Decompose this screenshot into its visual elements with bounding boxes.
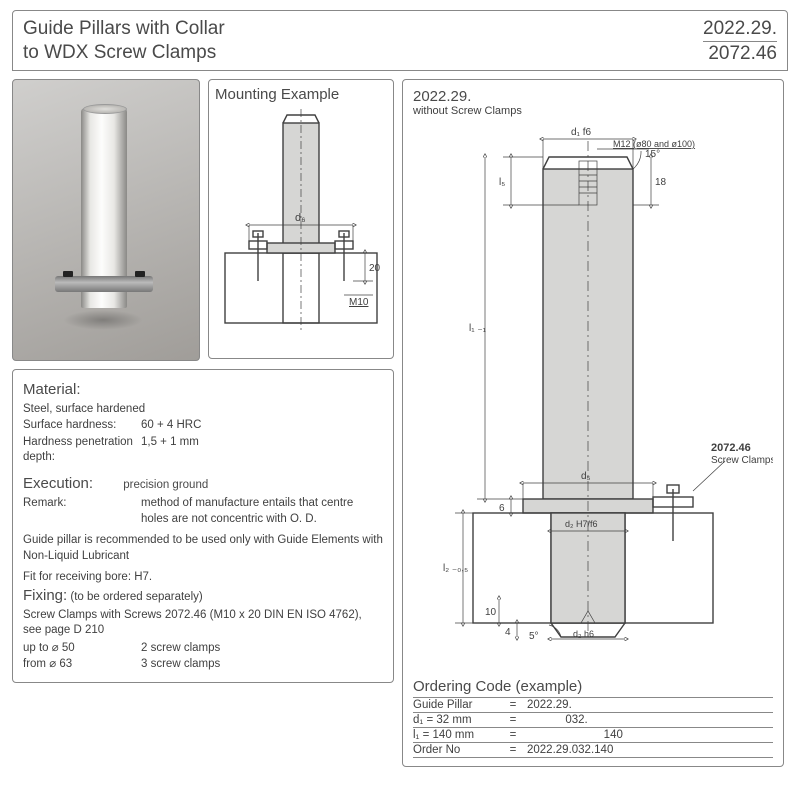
dim-4: 4 <box>505 627 511 638</box>
spec-box: Material: Steel, surface hardened Surfac… <box>12 369 394 683</box>
order-r2b: = <box>505 714 521 726</box>
order-r4a: Order No <box>413 744 505 756</box>
dim-l5: l₅ <box>499 177 505 188</box>
header-codes: 2022.29. 2072.46 <box>703 17 777 66</box>
dim-d6: d₆ <box>295 212 306 224</box>
order-r4b: = <box>505 744 521 756</box>
code2: 2072.46 <box>703 42 777 66</box>
dim-l1: l₁ ₋₁ <box>469 323 487 334</box>
drawing-title: 2022.29. <box>413 88 773 105</box>
dim-l2: l₂ ₋₀,₅ <box>443 563 468 574</box>
fixing-line1: Screw Clamps with Screws 2072.46 (M10 x … <box>23 608 383 639</box>
dim-18: 18 <box>655 177 667 188</box>
dim-m10: M10 <box>349 297 369 308</box>
technical-drawing-box: 2022.29. without Screw Clamps <box>402 79 784 767</box>
order-r3c: 140 <box>521 729 773 741</box>
header-title: Guide Pillars with Collar to WDX Screw C… <box>23 17 225 65</box>
fixing-heading: Fixing: <box>23 587 67 604</box>
title-line2: to WDX Screw Clamps <box>23 41 225 65</box>
execution-val: precision ground <box>123 479 208 491</box>
code1: 2022.29. <box>703 17 777 42</box>
dim-d2h6: d₂ h6 <box>573 629 594 639</box>
dim-d1f6: d₁ f6 <box>571 127 591 138</box>
dim-6: 6 <box>499 503 505 514</box>
exec-note2: Fit for receiving bore: H7. <box>23 570 383 586</box>
dim-d5: d₅ <box>581 471 591 482</box>
exec-note1: Guide pillar is recommended to be used o… <box>23 533 383 564</box>
product-photo <box>12 79 200 361</box>
material-heading: Material: <box>23 380 383 400</box>
order-r1b: = <box>505 699 521 711</box>
dim-15deg: 15° <box>645 149 660 160</box>
ordering-code: Ordering Code (example) Guide Pillar = 2… <box>413 678 773 758</box>
drawing-subtitle: without Screw Clamps <box>413 105 773 117</box>
fixing-2a: up to ⌀ 50 <box>23 641 141 657</box>
order-r1c: 2022.29. <box>521 699 773 711</box>
hardness-val: 60 + 4 HRC <box>141 418 383 434</box>
dim-20: 20 <box>369 263 381 274</box>
dim-d2h7: d₂ H7/f6 <box>565 519 598 529</box>
mounting-example-box: Mounting Example <box>208 79 394 359</box>
ordering-heading: Ordering Code (example) <box>413 678 582 695</box>
fixing-sub: (to be ordered separately) <box>70 591 202 603</box>
order-r2a: d₁ = 32 mm <box>413 714 505 726</box>
remark-val: method of manufacture entails that centr… <box>141 496 383 527</box>
material-line1: Steel, surface hardened <box>23 402 383 418</box>
main-drawing: 15° <box>413 121 773 641</box>
order-r4c: 2022.29.032.140 <box>521 744 773 756</box>
header-bar: Guide Pillars with Collar to WDX Screw C… <box>12 10 788 71</box>
fixing-3a: from ⌀ 63 <box>23 657 141 673</box>
remark-label: Remark: <box>23 496 141 527</box>
order-r2c: 032. <box>521 714 773 726</box>
fixing-2b: 2 screw clamps <box>141 641 383 657</box>
depth-label: Hardness penetration depth: <box>23 435 141 466</box>
dim-10: 10 <box>485 607 497 618</box>
fixing-3b: 3 screw clamps <box>141 657 383 673</box>
clamp-label1: 2072.46 <box>711 442 751 454</box>
title-line1: Guide Pillars with Collar <box>23 17 225 41</box>
dim-5deg: 5° <box>529 631 539 641</box>
execution-heading: Execution: <box>23 475 93 492</box>
depth-val: 1,5 + 1 mm <box>141 435 383 466</box>
hardness-label: Surface hardness: <box>23 418 141 434</box>
order-r3a: l₁ = 140 mm <box>413 729 505 741</box>
mounting-diagram: d₆ 20 M10 <box>215 105 387 349</box>
mounting-title: Mounting Example <box>215 86 387 103</box>
order-r3b: = <box>505 729 521 741</box>
clamp-label2: Screw Clamps <box>711 455 773 466</box>
dim-m12: M12 (ø80 and ø100) <box>613 139 695 149</box>
order-r1a: Guide Pillar <box>413 699 505 711</box>
